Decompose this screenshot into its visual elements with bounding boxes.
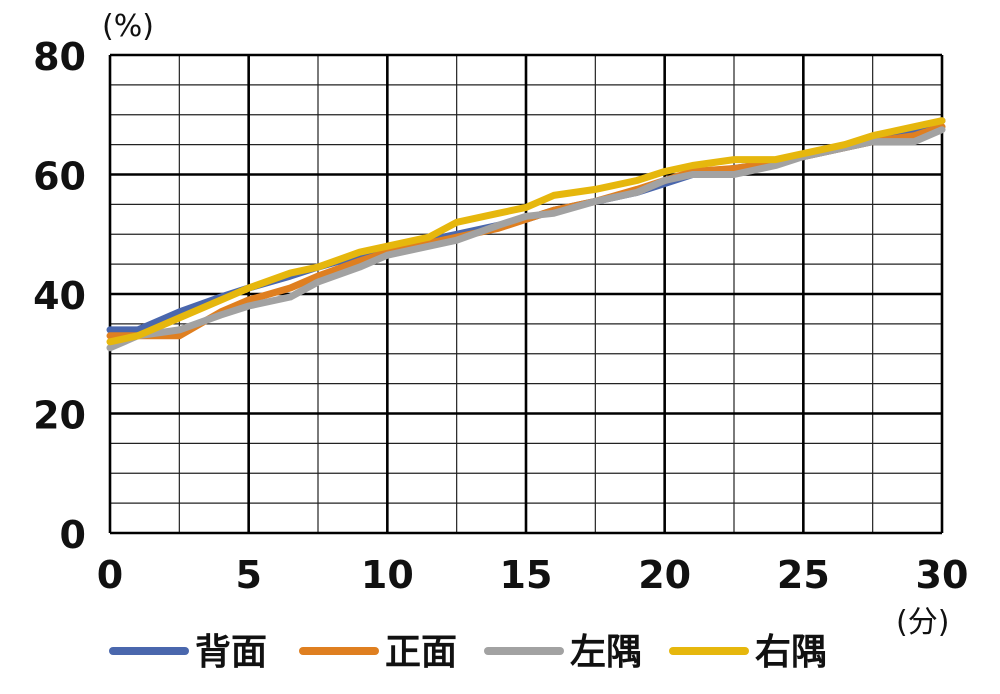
series-line-4	[106, 117, 946, 346]
x-tick-label: 0	[97, 553, 123, 597]
legend-label-4: 右隅	[755, 632, 827, 673]
x-axis-tick-labels: 0 5 10 15 20 25 30	[97, 553, 969, 597]
legend-label-1: 背面	[195, 632, 267, 673]
legend: 背面 正面 左隅 右隅	[109, 632, 827, 673]
x-tick-label: 20	[638, 553, 691, 597]
y-axis-unit: (%)	[102, 9, 154, 44]
major-gridlines	[108, 53, 944, 535]
y-tick-label: 40	[33, 274, 86, 318]
legend-label-3: 左隅	[570, 632, 642, 673]
y-axis-tick-labels: 0 20 40 60 80	[33, 35, 86, 557]
x-tick-label: 10	[361, 553, 414, 597]
y-tick-label: 20	[33, 394, 86, 438]
series-lines	[106, 117, 946, 352]
x-tick-label: 25	[777, 553, 830, 597]
x-tick-label: 15	[500, 553, 553, 597]
x-tick-label: 5	[235, 553, 261, 597]
y-tick-label: 60	[33, 155, 86, 199]
legend-label-2: 正面	[385, 632, 457, 673]
x-tick-label: 30	[916, 553, 969, 597]
y-tick-label: 80	[33, 35, 86, 79]
y-tick-label: 0	[60, 513, 86, 557]
x-axis-unit: (分)	[896, 605, 949, 640]
